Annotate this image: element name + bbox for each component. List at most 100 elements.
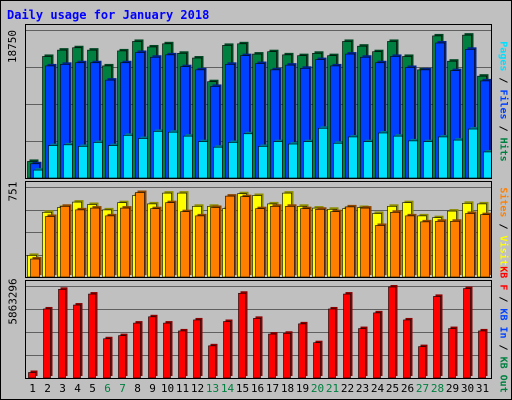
- legend-hits: Hits: [497, 137, 509, 162]
- x-tick-label: 13: [205, 382, 220, 395]
- kb-f-bar: [238, 291, 248, 378]
- files-bar: [105, 78, 117, 178]
- x-tick-label: 25: [385, 382, 400, 395]
- kb-f-bar: [268, 332, 278, 378]
- visits-sites-chart: [26, 187, 491, 277]
- x-tick-label: 4: [74, 382, 81, 395]
- kb-f-bar: [283, 331, 293, 378]
- x-tick-label: 30: [460, 382, 475, 395]
- kb-f-bar: [478, 328, 488, 378]
- sites-bar: [420, 219, 432, 277]
- legend-separator: /: [497, 338, 509, 357]
- x-tick-label: 2: [44, 382, 51, 395]
- legend-kb-out: KB Out: [497, 356, 509, 393]
- x-tick-label: 18: [280, 382, 295, 395]
- legend-kbytes: KB F / KB In / KB Out: [496, 266, 510, 392]
- x-axis-day-labels: 1 2 3 4 5 6 7 8 9 10 11 12 13 14 15 16 17 18 19 20 21 22 23 24 2…: [25, 382, 492, 398]
- kb-f-bar: [73, 303, 83, 378]
- kb-f-bar: [343, 292, 353, 378]
- y-max-label-kbytes: 5863296: [4, 231, 22, 371]
- x-tick-label: 11: [175, 382, 190, 395]
- files-bar: [225, 62, 237, 178]
- kb-f-bar: [178, 328, 188, 378]
- kb-f-bar: [163, 321, 173, 378]
- sites-bar: [285, 204, 297, 277]
- x-tick-label: 23: [355, 382, 370, 395]
- x-tick-label: 1: [29, 382, 36, 395]
- x-tick-label: 12: [190, 382, 205, 395]
- sites-bar: [480, 212, 491, 277]
- legend-hits-files-pages: Pages / Files / Hits: [496, 24, 510, 179]
- x-tick-label: 6: [104, 382, 111, 395]
- kb-f-bar: [448, 326, 458, 378]
- sites-bar: [345, 204, 357, 277]
- x-tick-label: 28: [430, 382, 445, 395]
- sites-bar: [330, 209, 342, 277]
- x-tick-label: 8: [134, 382, 141, 395]
- sites-bar: [225, 194, 237, 277]
- sites-bar: [375, 223, 387, 277]
- kbytes-chart: [26, 284, 491, 378]
- hits-files-pages-chart: [26, 30, 491, 178]
- files-bar: [330, 63, 342, 178]
- sites-bar: [270, 204, 282, 277]
- kb-f-bar: [463, 286, 473, 378]
- x-tick-label: 10: [160, 382, 175, 395]
- files-bar: [45, 63, 57, 178]
- x-tick-label: 9: [149, 382, 156, 395]
- x-tick-label: 5: [89, 382, 96, 395]
- legend-visits-sites: Sites / Visits: [496, 181, 510, 278]
- sites-bar: [450, 219, 462, 277]
- kbytes-panel: [25, 280, 492, 379]
- x-tick-label: 19: [295, 382, 310, 395]
- legend-pages: Pages: [497, 41, 509, 72]
- files-bar: [390, 54, 402, 178]
- legend-separator: /: [497, 217, 509, 236]
- kb-f-bar: [133, 321, 143, 378]
- sites-bar: [300, 206, 312, 277]
- kb-f-bar: [223, 319, 233, 378]
- kb-f-bar: [58, 287, 68, 378]
- legend-kb-f: KB F: [497, 266, 509, 291]
- sites-bar: [210, 205, 222, 277]
- sites-bar: [60, 204, 72, 277]
- x-tick-label: 3: [59, 382, 66, 395]
- kb-f-bar: [358, 326, 368, 378]
- kb-f-bar: [328, 306, 338, 378]
- kb-f-bar: [193, 317, 203, 378]
- files-bar: [210, 84, 222, 178]
- hits-files-pages-panel: [25, 24, 492, 179]
- sites-bar: [195, 213, 207, 277]
- legend-files: Files: [497, 89, 509, 120]
- sites-bar: [390, 210, 402, 277]
- legend-sites: Sites: [497, 187, 509, 218]
- sites-bar: [75, 207, 87, 277]
- sites-bar: [435, 219, 447, 277]
- x-tick-label: 7: [119, 382, 126, 395]
- pages-bar: [483, 149, 491, 178]
- y-max-text-visits: 751: [6, 181, 20, 201]
- kb-f-bar: [43, 306, 53, 378]
- files-bar: [90, 60, 102, 178]
- files-bar: [450, 68, 462, 178]
- x-tick-label: 26: [400, 382, 415, 395]
- files-bar: [120, 60, 132, 178]
- x-tick-label: 17: [265, 382, 280, 395]
- kb-f-bar: [28, 370, 38, 378]
- sites-bar: [90, 206, 102, 277]
- x-tick-label: 21: [325, 382, 340, 395]
- sites-bar: [30, 257, 42, 277]
- files-bar: [60, 62, 72, 178]
- y-max-text-hits: 18750: [6, 29, 20, 63]
- x-tick-label: 15: [235, 382, 250, 395]
- kb-f-bar: [403, 317, 413, 378]
- kb-f-bar: [148, 314, 158, 378]
- sites-bar: [165, 200, 177, 277]
- x-tick-label: 16: [250, 382, 265, 395]
- x-tick-label: 29: [445, 382, 460, 395]
- files-bar: [375, 60, 387, 178]
- kb-f-bar: [208, 343, 218, 378]
- sites-bar: [150, 206, 162, 277]
- chart-title: Daily usage for January 2018: [7, 8, 210, 22]
